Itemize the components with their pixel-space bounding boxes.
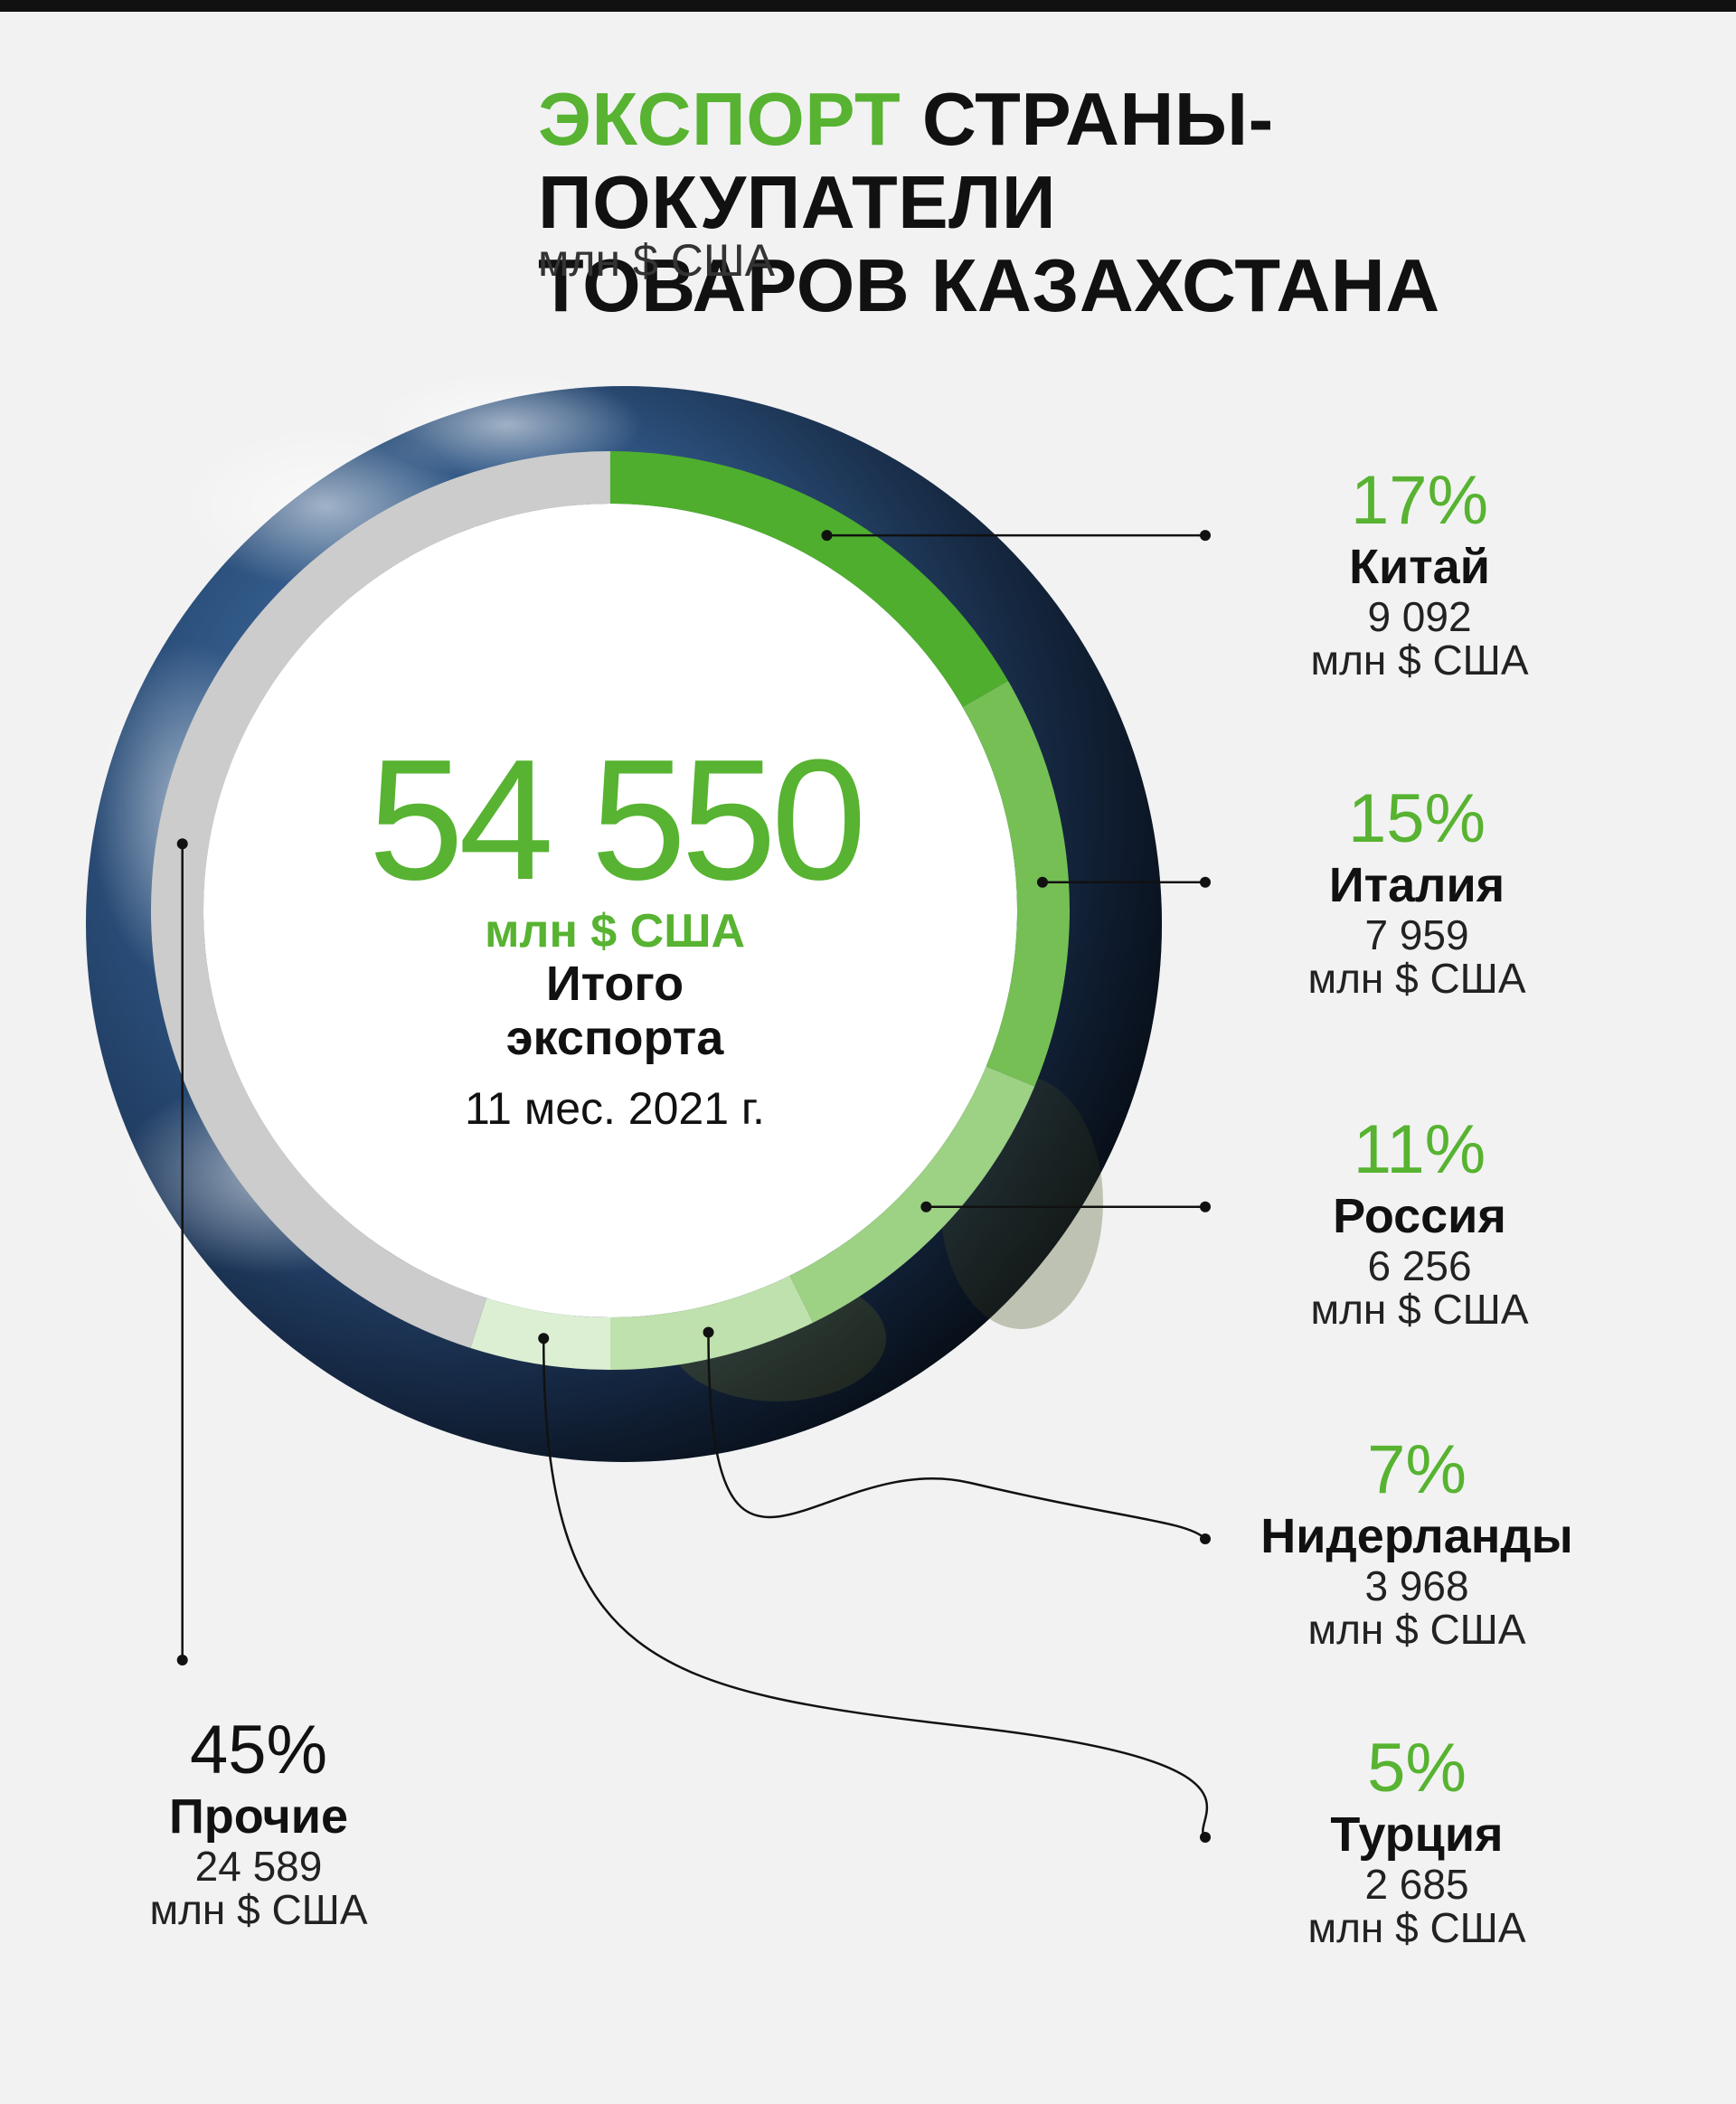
label-other-percent: 45% bbox=[189, 1712, 328, 1788]
slice-netherlands bbox=[610, 1275, 814, 1370]
label-netherlands: 7% Нидерланды 3 968 млн $ США bbox=[1218, 1431, 1616, 1653]
chart-unit: млн $ США bbox=[538, 235, 776, 286]
label-china-value: 9 092 bbox=[1367, 593, 1472, 640]
label-other: 45% Прочие 24 589 млн $ США bbox=[60, 1712, 458, 1933]
slice-italy bbox=[962, 681, 1071, 1087]
leader-line-netherlands bbox=[707, 1332, 1206, 1540]
total-label-line2: экспорта bbox=[505, 1011, 724, 1065]
leader-dot-italy-start bbox=[1036, 876, 1048, 888]
total-value: 54 550 bbox=[368, 724, 866, 916]
label-turkey: 5% Турция 2 685 млн $ США bbox=[1218, 1730, 1616, 1951]
leader-dot-russia-start bbox=[920, 1201, 932, 1212]
label-italy-unit: млн $ США bbox=[1307, 955, 1526, 1002]
leader-dot-china-end bbox=[1200, 530, 1211, 542]
leader-dot-turkey-start bbox=[538, 1333, 550, 1344]
label-italy: 15% Италия 7 959 млн $ США bbox=[1218, 780, 1616, 1002]
label-other-name: Прочие bbox=[168, 1789, 349, 1844]
label-turkey-unit: млн $ США bbox=[1307, 1904, 1526, 1951]
slice-turkey bbox=[470, 1297, 610, 1370]
slice-china bbox=[610, 451, 1008, 708]
leader-dot-china-start bbox=[821, 530, 833, 542]
label-china-name: Китай bbox=[1349, 540, 1490, 594]
label-netherlands-value: 3 968 bbox=[1364, 1562, 1469, 1609]
label-russia-value: 6 256 bbox=[1367, 1242, 1472, 1289]
label-russia-percent: 11% bbox=[1353, 1111, 1486, 1188]
chart-title: ЭКСПОРТ СТРАНЫ-ПОКУПАТЕЛИ ТОВАРОВ КАЗАХС… bbox=[538, 78, 1736, 327]
label-netherlands-unit: млн $ США bbox=[1307, 1606, 1526, 1653]
title-accent: ЭКСПОРТ bbox=[538, 77, 901, 161]
leader-dot-other-start bbox=[176, 838, 188, 850]
slice-russia bbox=[789, 1066, 1035, 1323]
leader-dot-italy-end bbox=[1200, 876, 1211, 888]
total-unit: млн $ США bbox=[484, 905, 746, 958]
total-label-line1: Итого bbox=[545, 957, 684, 1011]
leader-dot-netherlands-start bbox=[703, 1326, 714, 1338]
top-bar bbox=[0, 0, 1736, 12]
title-line2: ТОВАРОВ КАЗАХСТАНА bbox=[538, 243, 1440, 327]
label-russia-name: Россия bbox=[1333, 1189, 1506, 1243]
label-china: 17% Китай 9 092 млн $ США bbox=[1221, 462, 1618, 684]
label-other-unit: млн $ США bbox=[149, 1886, 368, 1933]
label-turkey-name: Турция bbox=[1330, 1807, 1504, 1862]
leader-dot-netherlands-end bbox=[1200, 1533, 1211, 1544]
leader-dot-turkey-end bbox=[1200, 1832, 1211, 1843]
slice-other bbox=[150, 451, 610, 1348]
label-other-value: 24 589 bbox=[194, 1843, 323, 1890]
label-turkey-percent: 5% bbox=[1367, 1730, 1467, 1807]
leader-dot-russia-end bbox=[1200, 1201, 1211, 1212]
label-italy-value: 7 959 bbox=[1364, 911, 1469, 958]
label-russia: 11% Россия 6 256 млн $ США bbox=[1221, 1111, 1618, 1333]
label-russia-unit: млн $ США bbox=[1310, 1286, 1529, 1333]
total-period: 11 мес. 2021 г. bbox=[465, 1083, 765, 1134]
donut-center bbox=[203, 504, 1017, 1317]
label-netherlands-name: Нидерланды bbox=[1260, 1509, 1573, 1563]
label-italy-name: Италия bbox=[1328, 858, 1505, 912]
leader-dot-other-end bbox=[176, 1655, 188, 1665]
title-line1: СТРАНЫ-ПОКУПАТЕЛИ bbox=[538, 77, 1274, 244]
label-china-unit: млн $ США bbox=[1310, 637, 1529, 684]
label-turkey-value: 2 685 bbox=[1364, 1861, 1469, 1908]
label-netherlands-percent: 7% bbox=[1367, 1431, 1467, 1508]
label-italy-percent: 15% bbox=[1347, 780, 1486, 857]
leader-line-turkey bbox=[542, 1338, 1209, 1838]
total-label: Итого экспорта bbox=[208, 957, 1022, 1065]
label-china-percent: 17% bbox=[1350, 462, 1489, 539]
